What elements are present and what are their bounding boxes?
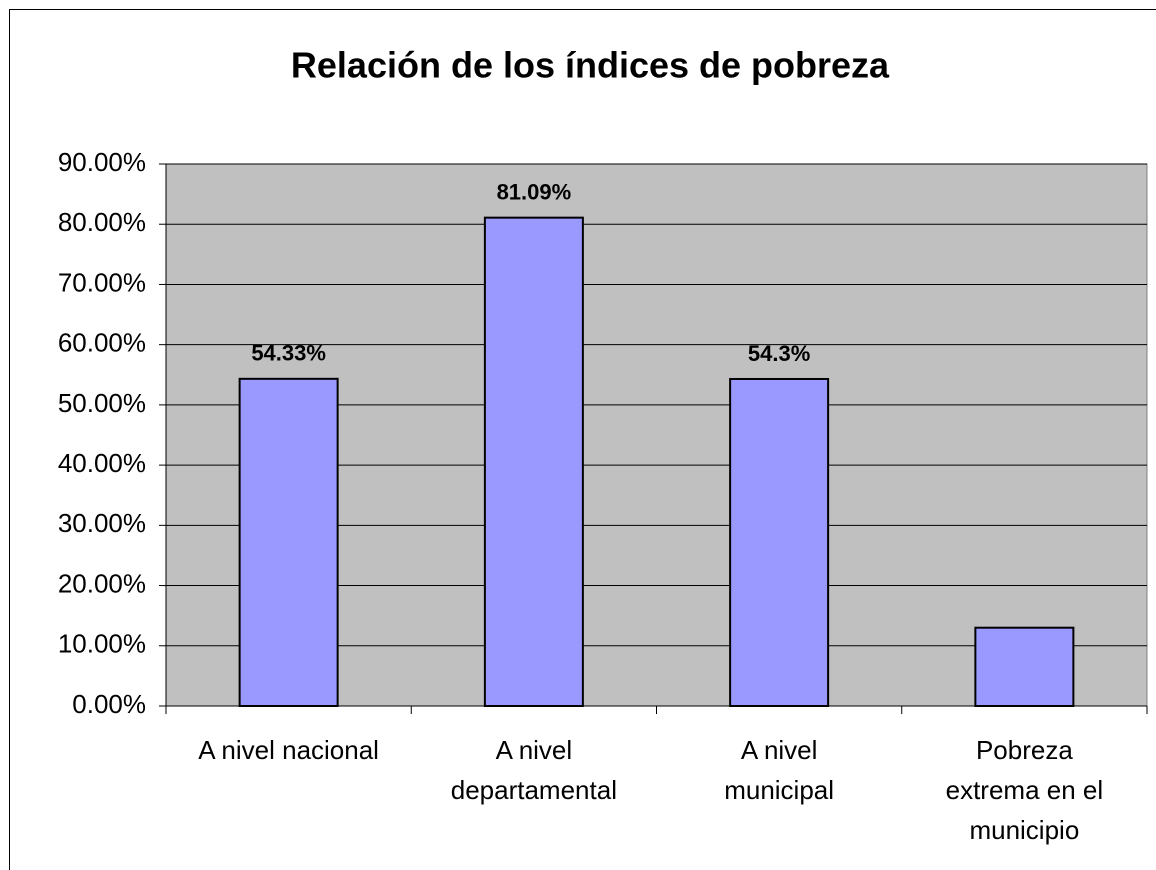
bar <box>238 377 339 707</box>
y-tick-label: 80.00% <box>58 207 146 237</box>
x-tick-label: A nivel departamental <box>450 735 617 805</box>
x-tick-label: Pobreza extrema en el municipio <box>945 735 1104 845</box>
y-tick-label: 70.00% <box>58 267 146 297</box>
chart-title: Relación de los índices de pobreza <box>291 45 890 86</box>
data-label: 54.3% <box>748 341 810 366</box>
bar <box>483 216 584 708</box>
y-tick-label: 60.00% <box>58 328 146 358</box>
y-tick-label: 50.00% <box>58 388 146 418</box>
y-tick-label: 10.00% <box>58 629 146 659</box>
x-tick-label: A nivel nacional <box>198 735 379 765</box>
y-tick-label: 90.00% <box>58 147 146 177</box>
x-tick-label: A nivel municipal <box>724 735 835 805</box>
data-label: 81.09% <box>497 179 572 204</box>
y-tick-label: 30.00% <box>58 508 146 538</box>
bar <box>974 626 1075 708</box>
bar <box>729 377 830 707</box>
y-tick-label: 0.00% <box>72 689 146 719</box>
data-label: 54.33% <box>251 341 326 366</box>
y-tick-label: 20.00% <box>58 568 146 598</box>
y-tick-label: 40.00% <box>58 448 146 478</box>
